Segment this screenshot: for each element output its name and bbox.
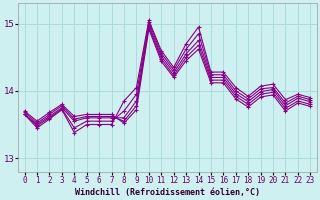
X-axis label: Windchill (Refroidissement éolien,°C): Windchill (Refroidissement éolien,°C) bbox=[75, 188, 260, 197]
